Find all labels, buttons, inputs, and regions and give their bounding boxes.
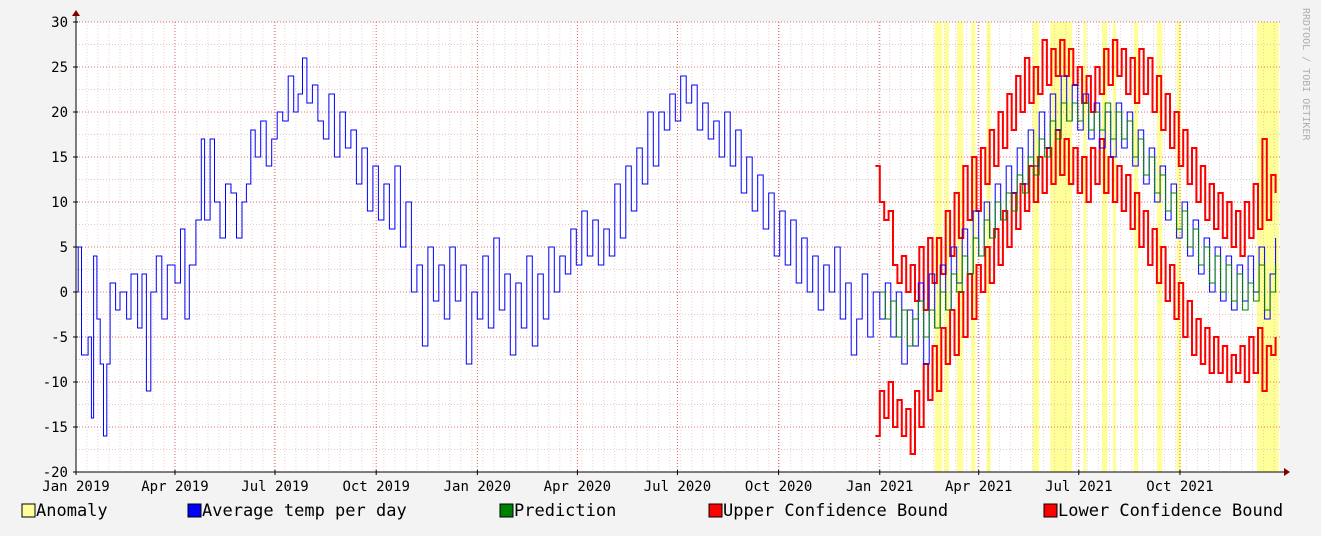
legend-swatch-lower-confidence-bound — [1043, 503, 1058, 518]
x-tick-label: Apr 2019 — [141, 479, 208, 495]
y-tick-label: 5 — [60, 240, 68, 256]
y-tick-label: -20 — [43, 465, 68, 481]
anomaly-band-0 — [934, 22, 943, 472]
y-tick-label: -10 — [43, 375, 68, 391]
y-tick-label: 25 — [51, 60, 68, 76]
series-line-prediction — [879, 102, 1277, 347]
x-tick-label: Apr 2020 — [544, 479, 611, 495]
x-tick-label: Jan 2021 — [846, 479, 913, 495]
legend-label-lower-confidence-bound: Lower Confidence Bound — [1058, 501, 1283, 521]
y-tick-label: 10 — [51, 195, 68, 211]
y-tick-labels: -20 -15 -10 -5 0 5 10 15 20 25 30 — [43, 15, 68, 481]
series-line-lower-confidence-bound — [875, 129, 1277, 455]
x-tick-label: Jul 2021 — [1045, 479, 1112, 495]
plot-area — [76, 22, 1280, 472]
axes — [72, 10, 1290, 476]
x-tick-label: Apr 2021 — [945, 479, 1012, 495]
y-tick-label: 30 — [51, 15, 68, 31]
legend-swatch-average-temp-per-day — [187, 503, 202, 518]
x-tick-label: Oct 2021 — [1146, 479, 1213, 495]
y-tick-label: -5 — [51, 330, 68, 346]
legend-label-anomaly: Anomaly — [36, 501, 108, 521]
x-tick-label: Jul 2020 — [644, 479, 711, 495]
x-tick-label: Oct 2019 — [342, 479, 409, 495]
legend-label-average-temp-per-day: Average temp per day — [202, 501, 407, 521]
anomaly-band-12 — [1176, 22, 1182, 472]
legend-swatch-anomaly — [21, 503, 36, 518]
x-tick-label: Jan 2020 — [444, 479, 511, 495]
anomaly-band-8 — [1101, 22, 1108, 472]
x-axis-arrow — [1284, 468, 1290, 476]
legend-label-prediction: Prediction — [514, 501, 616, 521]
legend-label-upper-confidence-bound: Upper Confidence Bound — [723, 501, 948, 521]
legend: Anomaly Average temp per day Prediction Upp… — [21, 501, 1283, 521]
x-tick-labels: Jan 2019 Apr 2019 Jul 2019 Oct 2019 Jan 2020… — [42, 479, 1213, 495]
y-tick-label: 0 — [60, 285, 68, 301]
y-tick-label: 15 — [51, 150, 68, 166]
legend-swatch-upper-confidence-bound — [708, 503, 723, 518]
y-tick-label: -15 — [43, 420, 68, 436]
anomaly-band-2 — [956, 22, 964, 472]
grid — [75, 21, 1280, 473]
watermark: RRDTOOL / TOBI OETIKER — [1300, 8, 1311, 141]
x-tick-label: Jan 2019 — [42, 479, 109, 495]
y-tick-label: 20 — [51, 105, 68, 121]
anomaly-band-5 — [1032, 22, 1040, 472]
x-tick-label: Oct 2020 — [745, 479, 812, 495]
legend-swatch-prediction — [499, 503, 514, 518]
series-group — [76, 39, 1277, 455]
x-tick-label: Jul 2019 — [241, 479, 308, 495]
y-axis-arrow — [72, 10, 80, 16]
